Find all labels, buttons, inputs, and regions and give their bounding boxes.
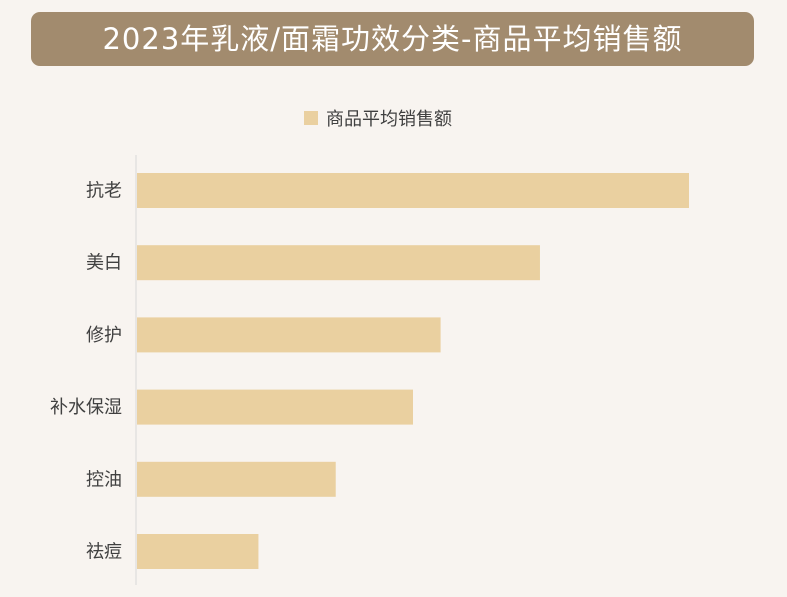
category-label-5: 祛痘 (86, 542, 122, 563)
bar-1 (137, 245, 540, 281)
chart-title: 2023年乳液/面霜功效分类-商品平均销售额 (31, 12, 754, 66)
bars-group (137, 173, 689, 569)
category-label-4: 控油 (86, 469, 122, 490)
category-label-1: 美白 (86, 253, 122, 274)
category-label-2: 修护 (86, 325, 122, 346)
bar-0 (137, 173, 689, 208)
bar-2 (137, 317, 441, 353)
bar-5 (137, 534, 259, 569)
legend: 商品平均销售额 (304, 106, 452, 130)
category-label-3: 补水保湿 (50, 397, 122, 418)
legend-swatch (304, 111, 318, 125)
bar-4 (137, 461, 336, 497)
legend-label: 商品平均销售额 (326, 109, 452, 130)
bar-3 (137, 389, 413, 425)
category-label-0: 抗老 (86, 181, 122, 202)
